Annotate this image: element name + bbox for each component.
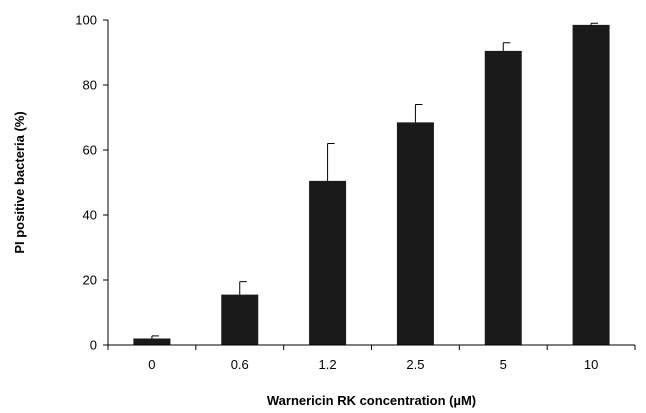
y-tick-label: 20 [83, 273, 97, 288]
y-axis-ticks: 0 20 40 60 80 100 [75, 13, 108, 353]
bar [221, 294, 259, 345]
bar [396, 122, 434, 345]
y-tick-label: 60 [83, 143, 97, 158]
y-axis-title: PI positive bacteria (%) [12, 111, 27, 253]
x-tick-label: 0.6 [231, 357, 249, 372]
y-tick-label: 100 [75, 13, 97, 28]
bar [309, 180, 347, 345]
x-tick-label: 10 [584, 357, 598, 372]
x-axis-ticks: 0 0.6 1.2 2.5 5 10 [107, 345, 636, 372]
x-tick-label: 0 [148, 357, 155, 372]
bar [133, 338, 171, 345]
bar [572, 24, 610, 345]
bars [133, 24, 610, 345]
y-tick-label: 0 [90, 338, 97, 353]
x-axis-title: Warnericin RK concentration (µM) [267, 393, 476, 408]
error-bars [151, 22, 599, 339]
y-tick-label: 80 [83, 78, 97, 93]
x-tick-label: 1.2 [319, 357, 337, 372]
bar [484, 50, 522, 345]
y-tick-label: 40 [83, 208, 97, 223]
x-tick-label: 5 [500, 357, 507, 372]
x-tick-label: 2.5 [406, 357, 424, 372]
